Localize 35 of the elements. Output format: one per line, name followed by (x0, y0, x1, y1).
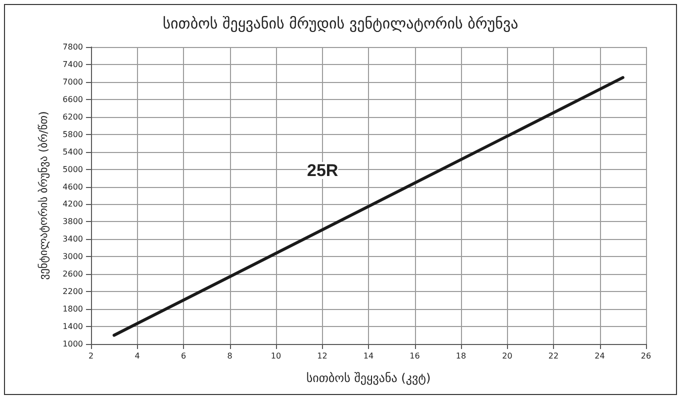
x-tick-label: 20 (502, 352, 512, 360)
x-tick-label: 10 (270, 352, 282, 360)
x-tick-label: 18 (456, 352, 466, 360)
y-tick-label: 1000 (62, 340, 83, 348)
y-tick-label: 4600 (62, 182, 83, 192)
y-tick-label: 5000 (62, 164, 83, 174)
x-tick-label: 6 (180, 352, 186, 360)
y-axis-title: ვენტილატორის ბრუნვა (ბრ/წთ) (37, 111, 50, 280)
y-tick-label: 5800 (62, 130, 83, 139)
y-tick-label: 3800 (62, 217, 83, 226)
y-tick-label: 6600 (62, 94, 83, 104)
y-tick-label: 7800 (62, 42, 83, 52)
x-tick-label: 14 (363, 352, 374, 360)
chart-title: სითბოს შეყვანის მრუდის ვენტილატორის ბრუნვა (162, 14, 518, 32)
y-tick-label: 6200 (62, 112, 83, 122)
x-axis-title: სითბოს შეყვანა (კვტ) (306, 371, 431, 385)
x-tick-label: 16 (410, 352, 420, 360)
y-tick-label: 3000 (62, 252, 83, 262)
y-tick-label: 3400 (62, 234, 83, 244)
y-tick-label: 1800 (62, 304, 83, 314)
x-tick-label: 2 (88, 352, 94, 360)
annotation: 25R (307, 161, 338, 180)
y-tick-label: 2600 (62, 270, 83, 279)
x-tick-label: 26 (640, 352, 652, 360)
x-tick-label: 22 (548, 352, 559, 360)
y-tick-label: 2200 (62, 287, 83, 296)
x-tick-label: 8 (227, 352, 232, 360)
y-tick-label: 4200 (62, 200, 83, 209)
x-tick-label: 12 (317, 352, 328, 360)
x-tick-label: 24 (594, 352, 605, 360)
y-tick-label: 5400 (62, 147, 83, 156)
y-tick-label: 1400 (62, 322, 83, 332)
y-tick-label: 7400 (62, 60, 83, 69)
y-tick-label: 7000 (62, 77, 83, 86)
x-tick-label: 4 (134, 352, 140, 360)
